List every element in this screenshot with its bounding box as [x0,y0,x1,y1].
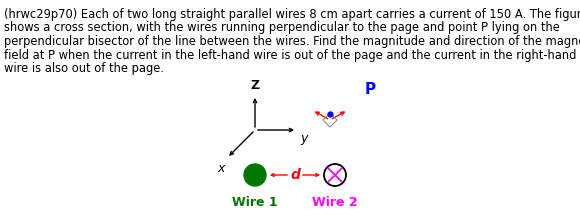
Text: Z: Z [251,79,260,92]
Text: Wire 2: Wire 2 [312,196,358,209]
Text: d: d [290,168,300,182]
Text: (hrwc29p70) Each of two long straight parallel wires 8 cm apart carries a curren: (hrwc29p70) Each of two long straight pa… [4,8,580,21]
Text: P: P [364,82,376,97]
Text: Wire 1: Wire 1 [232,196,278,209]
Text: shows a cross section, with the wires running perpendicular to the page and poin: shows a cross section, with the wires ru… [4,21,560,35]
Text: field at P when the current in the left-hand wire is out of the page and the cur: field at P when the current in the left-… [4,48,577,62]
Circle shape [324,164,346,186]
Text: x: x [218,162,225,175]
Text: y: y [300,132,307,145]
Text: perpendicular bisector of the line between the wires. Find the magnitude and dir: perpendicular bisector of the line betwe… [4,35,580,48]
Circle shape [244,164,266,186]
Text: wire is also out of the page.: wire is also out of the page. [4,62,164,75]
